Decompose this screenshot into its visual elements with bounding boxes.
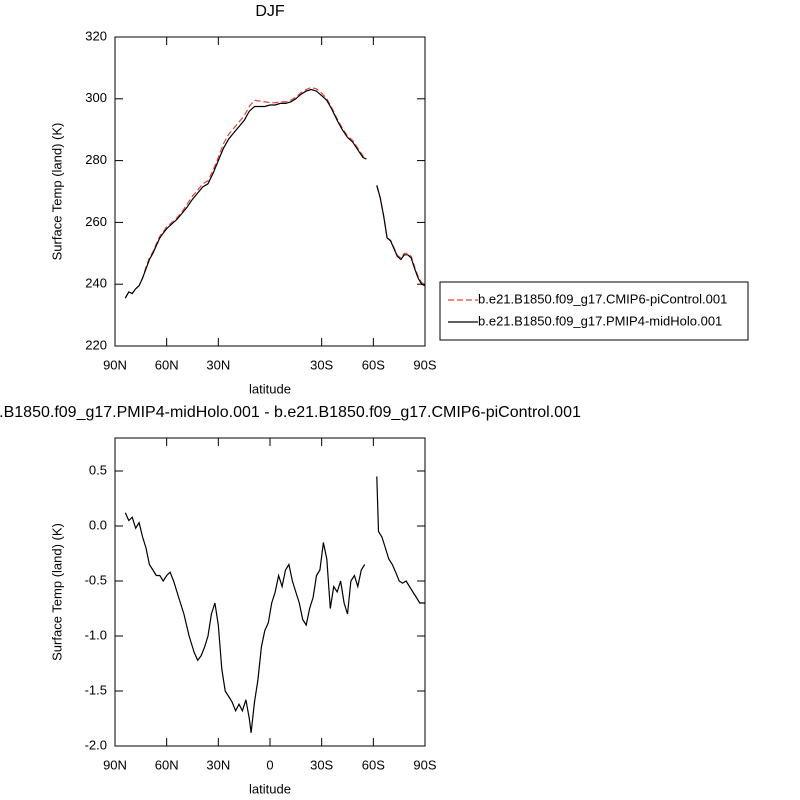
y-tick-label: 300	[85, 90, 107, 105]
x-tick-label: 90S	[413, 357, 436, 372]
data-line	[124, 88, 426, 299]
y-tick-label: 260	[85, 214, 107, 229]
x-tick-label: 30N	[206, 757, 230, 772]
legend-label: b.e21.B1850.f09_g17.CMIP6-piControl.001	[478, 291, 727, 306]
chart-title: b.e21.B1850.f09_g17.PMIP4-midHolo.001 - …	[0, 404, 581, 421]
legend-box	[439, 281, 749, 341]
x-tick-label: 0	[266, 757, 273, 772]
x-tick-label: 60S	[362, 357, 385, 372]
y-tick-label: -2.0	[85, 737, 107, 752]
data-line	[124, 476, 425, 733]
y-tick-label: 220	[85, 337, 107, 352]
plot-frame	[114, 36, 426, 347]
plot-frame	[114, 437, 426, 747]
x-axis-label: latitude	[249, 781, 291, 796]
y-tick-label: -1.0	[85, 627, 107, 642]
x-tick-label: 30N	[206, 357, 230, 372]
y-tick-label: 280	[85, 152, 107, 167]
x-axis-label: latitude	[249, 381, 291, 396]
y-tick-label: 0.5	[89, 462, 107, 477]
x-tick-label: 60N	[155, 757, 179, 772]
data-line	[124, 86, 426, 299]
x-tick-label: 30S	[310, 357, 333, 372]
y-axis-label: Surface Temp (land) (K)	[49, 523, 64, 661]
x-tick-label: 30S	[310, 757, 333, 772]
x-tick-label: 90N	[103, 757, 127, 772]
legend-label: b.e21.B1850.f09_g17.PMIP4-midHolo.001	[478, 313, 722, 328]
x-tick-label: 60N	[155, 357, 179, 372]
y-tick-label: 0.0	[89, 517, 107, 532]
x-tick-label: 90N	[103, 357, 127, 372]
y-axis-label: Surface Temp (land) (K)	[49, 123, 64, 261]
y-tick-label: -0.5	[85, 572, 107, 587]
y-tick-label: -1.5	[85, 682, 107, 697]
chart-title: DJF	[255, 3, 285, 20]
x-tick-label: 60S	[362, 757, 385, 772]
y-tick-label: 240	[85, 276, 107, 291]
x-tick-label: 90S	[413, 757, 436, 772]
y-tick-label: 320	[85, 28, 107, 43]
